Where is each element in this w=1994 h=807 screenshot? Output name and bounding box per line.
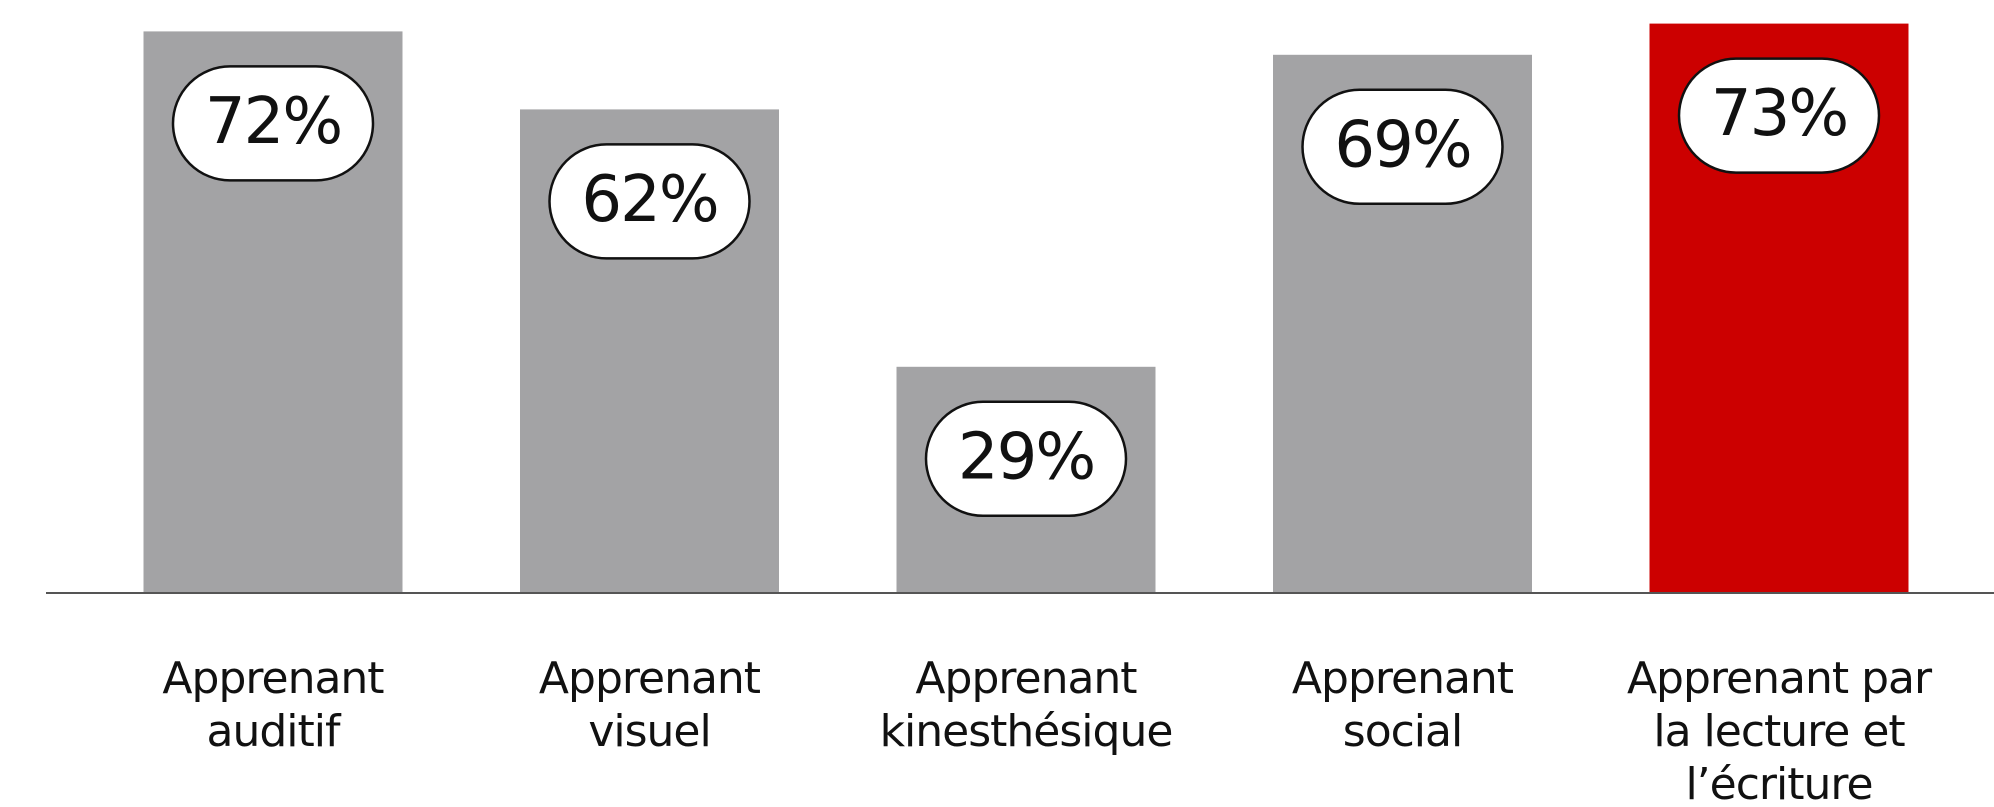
value-label: 72% [205, 85, 341, 159]
x-tick-label: Apprenant visuel [538, 653, 761, 757]
x-tick-label: Apprenant kinesthésique [879, 653, 1174, 757]
value-label: 29% [958, 420, 1094, 494]
x-tick-label: Apprenant par la lecture et l’écriture [1626, 653, 1932, 807]
x-tick-label: Apprenant auditif [162, 653, 384, 757]
value-pill [171, 65, 375, 182]
value-label: 73% [1711, 77, 1847, 151]
x-tick-label: Apprenant social [1291, 653, 1514, 757]
value-pill [1301, 88, 1504, 206]
value-pill [548, 143, 751, 260]
value-label: 69% [1334, 108, 1470, 182]
value-pill [924, 400, 1128, 518]
value-label: 62% [581, 163, 717, 237]
value-pill [1677, 57, 1881, 174]
